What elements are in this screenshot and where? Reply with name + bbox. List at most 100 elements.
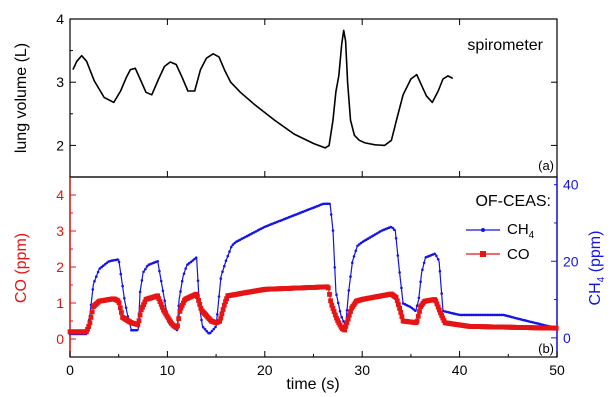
ch4-marker	[138, 290, 142, 294]
co-marker	[415, 313, 421, 319]
co-marker	[179, 303, 185, 308]
ch4-marker	[349, 275, 352, 278]
ch4-marker	[471, 313, 475, 317]
ch4-marker	[336, 301, 340, 305]
co-marker	[85, 327, 90, 332]
panel-b-label: (b)	[538, 341, 554, 356]
ch4-marker	[347, 289, 351, 292]
co-marker	[223, 299, 228, 304]
co-marker	[159, 304, 165, 310]
ch4-marker	[216, 313, 219, 316]
ch4-marker	[233, 241, 237, 245]
legend-co-marker	[480, 251, 486, 257]
co-marker	[328, 298, 333, 304]
co-marker	[193, 291, 199, 297]
ch4-marker	[498, 313, 501, 317]
co-marker	[181, 300, 186, 306]
panel-a-ytick-label: 4	[56, 11, 64, 27]
ch4-marker	[105, 261, 109, 265]
panel-a-ytick-label: 2	[56, 137, 64, 153]
co-marker	[136, 318, 142, 324]
panel-b-left-ylabel: CO (ppm)	[13, 233, 30, 303]
ch4-marker	[338, 309, 342, 313]
ch4-marker	[394, 237, 398, 240]
co-marker	[178, 305, 184, 311]
ch4-marker	[140, 279, 144, 282]
x-axis-label: time (s)	[286, 376, 339, 393]
panel-b-right-ylabel: CH4 (ppm)	[587, 231, 607, 306]
ch4-marker	[393, 228, 396, 231]
ch4-marker	[464, 313, 468, 317]
ch4-marker	[123, 296, 126, 300]
right-ytick-label: 0	[563, 330, 571, 346]
ch4-marker	[421, 268, 424, 272]
co-marker	[330, 306, 336, 311]
co-marker	[138, 307, 144, 313]
ch4-marker	[221, 270, 224, 274]
left-ytick-label: 0	[56, 331, 64, 347]
ch4-marker	[440, 292, 444, 295]
ch4-marker	[144, 267, 147, 271]
left-ytick-label: 4	[56, 187, 64, 203]
ch4-marker	[322, 202, 326, 206]
ch4-marker	[422, 261, 426, 265]
ch4-marker	[163, 299, 166, 303]
co-marker	[175, 323, 180, 329]
co-marker	[433, 298, 439, 304]
ch4-marker	[475, 313, 479, 317]
co-marker	[440, 315, 446, 321]
panel-a-ylabel: lung volume (L)	[13, 43, 30, 153]
x-tick-label: 40	[452, 362, 468, 378]
x-tick-label: 50	[549, 362, 565, 378]
co-marker	[195, 294, 200, 299]
legend: OF-CEAS: CH4 CO	[440, 184, 554, 263]
co-marker	[327, 292, 332, 297]
ch4-marker	[356, 244, 359, 248]
co-marker	[393, 295, 399, 300]
co-marker	[137, 312, 143, 318]
ch4-marker	[98, 267, 102, 270]
panel-a-annotation: spirometer	[467, 37, 543, 54]
panel-b: 0 1 2 3 4 0 20 40 0 10 20 30 40 50 CO (ppm) CH4 (pp…	[13, 19, 607, 393]
ch4-marker	[354, 249, 358, 253]
co-marker	[344, 320, 350, 326]
co-marker	[155, 293, 161, 299]
ch4-marker	[212, 327, 216, 331]
ch4-marker	[156, 260, 159, 263]
co-marker	[331, 309, 337, 314]
left-ytick-label: 3	[56, 223, 64, 239]
co-marker	[345, 316, 351, 322]
x-tick-label: 10	[160, 362, 176, 378]
ch4-marker	[494, 313, 498, 317]
ch4-marker	[184, 267, 187, 270]
co-marker	[117, 305, 123, 311]
legend-ch4-marker	[481, 228, 485, 232]
ch4-marker	[398, 271, 401, 274]
ch4-marker	[328, 202, 331, 206]
co-marker	[119, 310, 124, 315]
ch4-marker	[480, 313, 484, 317]
co-marker	[399, 314, 405, 320]
legend-co-label: CO	[507, 246, 530, 263]
ch4-marker	[223, 264, 226, 268]
co-marker	[219, 311, 225, 317]
panel-b-left-ticks: 0 1 2 3 4	[56, 187, 76, 347]
co-marker	[140, 304, 145, 310]
ch4-marker	[415, 304, 419, 308]
ch4-marker	[436, 258, 440, 261]
x-tick-label: 0	[66, 362, 74, 378]
co-marker	[158, 302, 164, 307]
ch4-marker	[187, 261, 191, 265]
co-marker	[435, 304, 441, 310]
ch4-marker	[142, 270, 145, 274]
co-marker	[396, 302, 401, 307]
co-marker	[88, 315, 94, 320]
panel-a-ytick-label: 3	[56, 74, 64, 90]
ch4-marker	[491, 313, 494, 317]
ch4-marker	[196, 279, 200, 283]
ch4-marker	[191, 259, 194, 262]
ch4-marker	[468, 313, 472, 317]
ch4-marker	[205, 329, 208, 333]
co-marker	[434, 301, 440, 307]
